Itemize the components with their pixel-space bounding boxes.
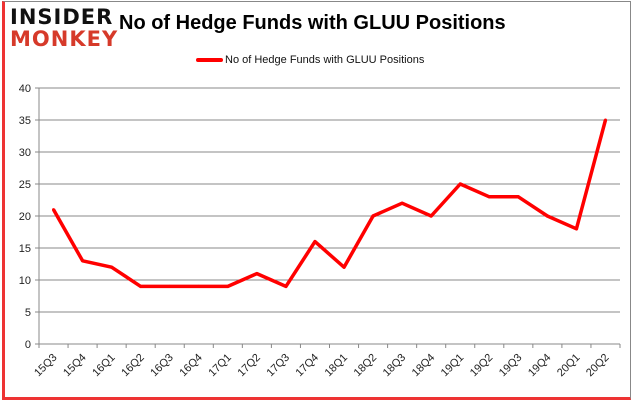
legend-label: No of Hedge Funds with GLUU Positions — [225, 54, 425, 66]
x-tick-label: 15Q3 — [32, 352, 60, 380]
x-tick-label: 16Q1 — [90, 352, 118, 380]
data-point — [255, 272, 259, 276]
data-point — [400, 201, 404, 205]
data-point — [603, 118, 607, 122]
data-point — [574, 227, 578, 231]
data-point — [81, 259, 85, 263]
legend: No of Hedge Funds with GLUU Positions — [196, 54, 424, 66]
x-tick-label: 17Q1 — [206, 352, 234, 380]
data-point — [197, 284, 201, 288]
data-point — [371, 214, 375, 218]
y-tick-label: 40 — [19, 83, 31, 95]
y-tick-label: 15 — [19, 243, 31, 255]
y-tick-label: 30 — [19, 147, 31, 159]
x-tick-label: 17Q3 — [265, 352, 293, 380]
x-tick-label: 16Q2 — [119, 352, 147, 380]
series-line — [52, 119, 608, 289]
data-point — [139, 284, 143, 288]
x-tick-label: 19Q1 — [439, 352, 467, 380]
x-tick-label: 19Q4 — [526, 352, 554, 380]
logo-line2: MONKEY — [10, 27, 119, 51]
data-point — [545, 214, 549, 218]
x-tick-label: 20Q1 — [555, 352, 583, 380]
x-tick-label: 20Q2 — [584, 352, 612, 380]
data-point — [168, 284, 172, 288]
y-tick-label: 20 — [19, 211, 31, 223]
y-tick-label: 35 — [19, 115, 31, 127]
x-tick-label: 18Q4 — [410, 352, 438, 380]
y-tick-label: 0 — [25, 339, 31, 351]
y-tick-label: 10 — [19, 275, 31, 287]
data-point — [52, 208, 56, 212]
x-tick-label: 18Q3 — [381, 352, 409, 380]
data-point — [313, 240, 317, 244]
x-tick-label: 18Q1 — [323, 352, 351, 380]
y-tick-label: 5 — [25, 307, 31, 319]
data-point — [342, 265, 346, 269]
chart-frame — [2, 1, 631, 400]
x-tick-label: 17Q2 — [235, 352, 263, 380]
y-tick-label: 25 — [19, 179, 31, 191]
data-point — [110, 265, 114, 269]
insider-monkey-logo: INSIDER MONKEY — [10, 6, 118, 50]
data-point — [458, 182, 462, 186]
chart-title: No of Hedge Funds with GLUU Positions — [119, 12, 506, 34]
data-point — [487, 195, 491, 199]
data-point — [226, 284, 230, 288]
x-tick-label: 17Q4 — [294, 352, 322, 380]
x-tick-label: 16Q4 — [177, 352, 205, 380]
data-point — [429, 214, 433, 218]
x-tick-label: 15Q4 — [61, 352, 89, 380]
x-tick-label: 18Q2 — [352, 352, 380, 380]
data-point — [284, 284, 288, 288]
x-tick-label: 19Q3 — [497, 352, 525, 380]
legend-swatch — [196, 58, 223, 62]
x-tick-label: 16Q3 — [148, 352, 176, 380]
data-point — [516, 195, 520, 199]
x-tick-label: 19Q2 — [468, 352, 496, 380]
logo-line1: INSIDER — [10, 5, 114, 29]
